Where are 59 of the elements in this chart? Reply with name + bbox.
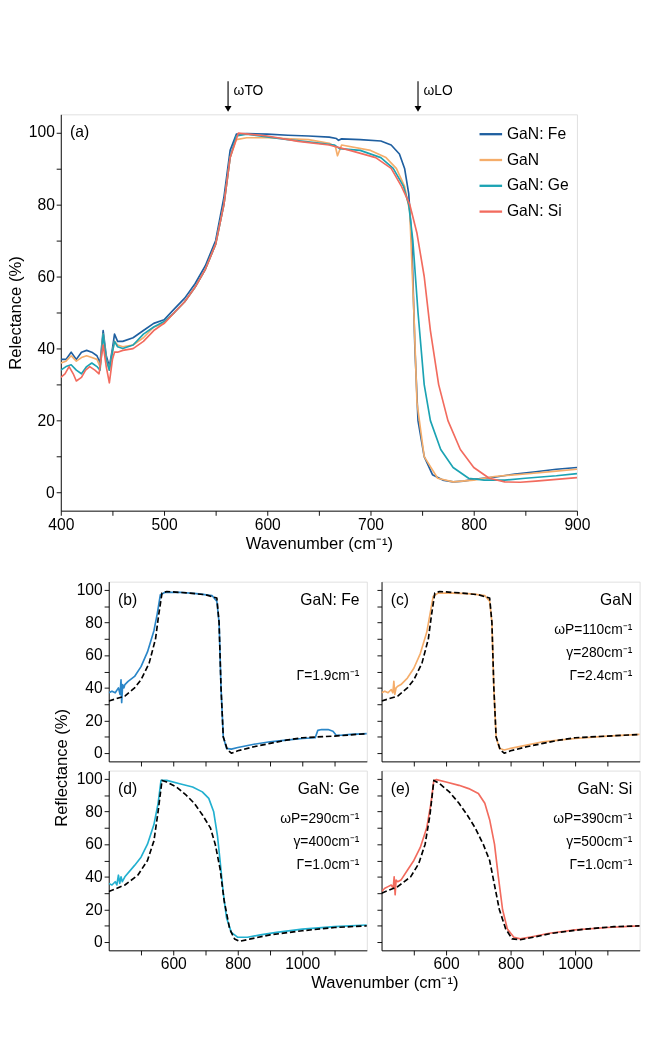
y-tick-label: 100 [76,769,104,787]
y-axis-title: Reflectance (%) [52,708,72,827]
x-tick-label: 500 [151,515,178,533]
legend-label: GaN [506,150,540,168]
annotation: ωP=110cm⁻¹ [554,620,633,637]
y-tick-label: 20 [85,900,104,918]
x-tick-label: 700 [357,515,385,533]
annotation: ωP=390cm⁻¹ [553,809,633,826]
y-tick-label: 80 [85,802,104,820]
annotation: (d) [117,779,138,797]
text: ωTO [233,82,264,99]
x-tick-label: 800 [498,955,525,973]
annotation: (b) [117,590,138,608]
y-tick-label: 0 [94,933,104,951]
y-tick-label: 40 [85,867,104,885]
annotation: γ=400cm⁻¹ [293,832,360,849]
y-tick-label: 20 [85,711,104,729]
y-tick-label: 60 [37,267,56,285]
x-axis-title: Wavenumber (cm⁻¹) [245,533,393,553]
annotation: (c) [390,590,410,608]
annotation: Γ=2.4cm⁻¹ [569,666,633,683]
y-tick-label: 60 [85,835,104,853]
annotation: GaN [600,590,633,608]
y-tick-label: 20 [37,411,56,429]
annotation: γ=280cm⁻¹ [566,643,633,660]
annotation: γ=500cm⁻¹ [566,832,633,849]
annotation: Γ=1.0cm⁻¹ [296,855,360,872]
y-tick-label: 80 [37,195,56,213]
y-tick-label: 60 [85,646,104,664]
x-tick-label: 800 [461,515,488,533]
x-axis-title: Wavenumber (cm⁻¹) [311,973,459,993]
legend-label: GaN: Fe [506,124,567,142]
annotation: Γ=1.9cm⁻¹ [296,666,360,683]
x-tick-label: 600 [254,515,282,533]
y-tick-label: 0 [94,744,104,762]
annotation: (e) [390,779,410,797]
annotation: ωP=290cm⁻¹ [280,809,360,826]
y-tick-label: 40 [37,339,56,357]
text: ωLO [423,82,454,99]
x-tick-label: 400 [48,515,75,533]
legend-label: GaN: Ge [506,176,570,194]
x-tick-label: 800 [225,955,252,973]
x-tick-label: 1000 [285,955,321,973]
x-tick-label: 600 [160,955,188,973]
y-tick-label: 100 [76,580,104,598]
y-tick-label: 0 [46,483,56,501]
x-tick-label: 600 [433,955,460,973]
annotation: GaN: Si [577,779,633,797]
legend-label: GaN: Si [506,202,562,220]
annotation: (a) [70,123,90,141]
y-tick-label: 40 [85,678,104,696]
annotation: GaN: Fe [300,590,360,608]
x-tick-label: 900 [564,515,591,533]
x-tick-label: 1000 [558,955,594,973]
y-tick-label: 80 [85,613,104,631]
y-axis-title: Relectance (%) [6,256,26,370]
y-tick-label: 100 [28,123,56,141]
annotation: Γ=1.0cm⁻¹ [569,855,633,872]
annotation: GaN: Ge [297,779,360,797]
